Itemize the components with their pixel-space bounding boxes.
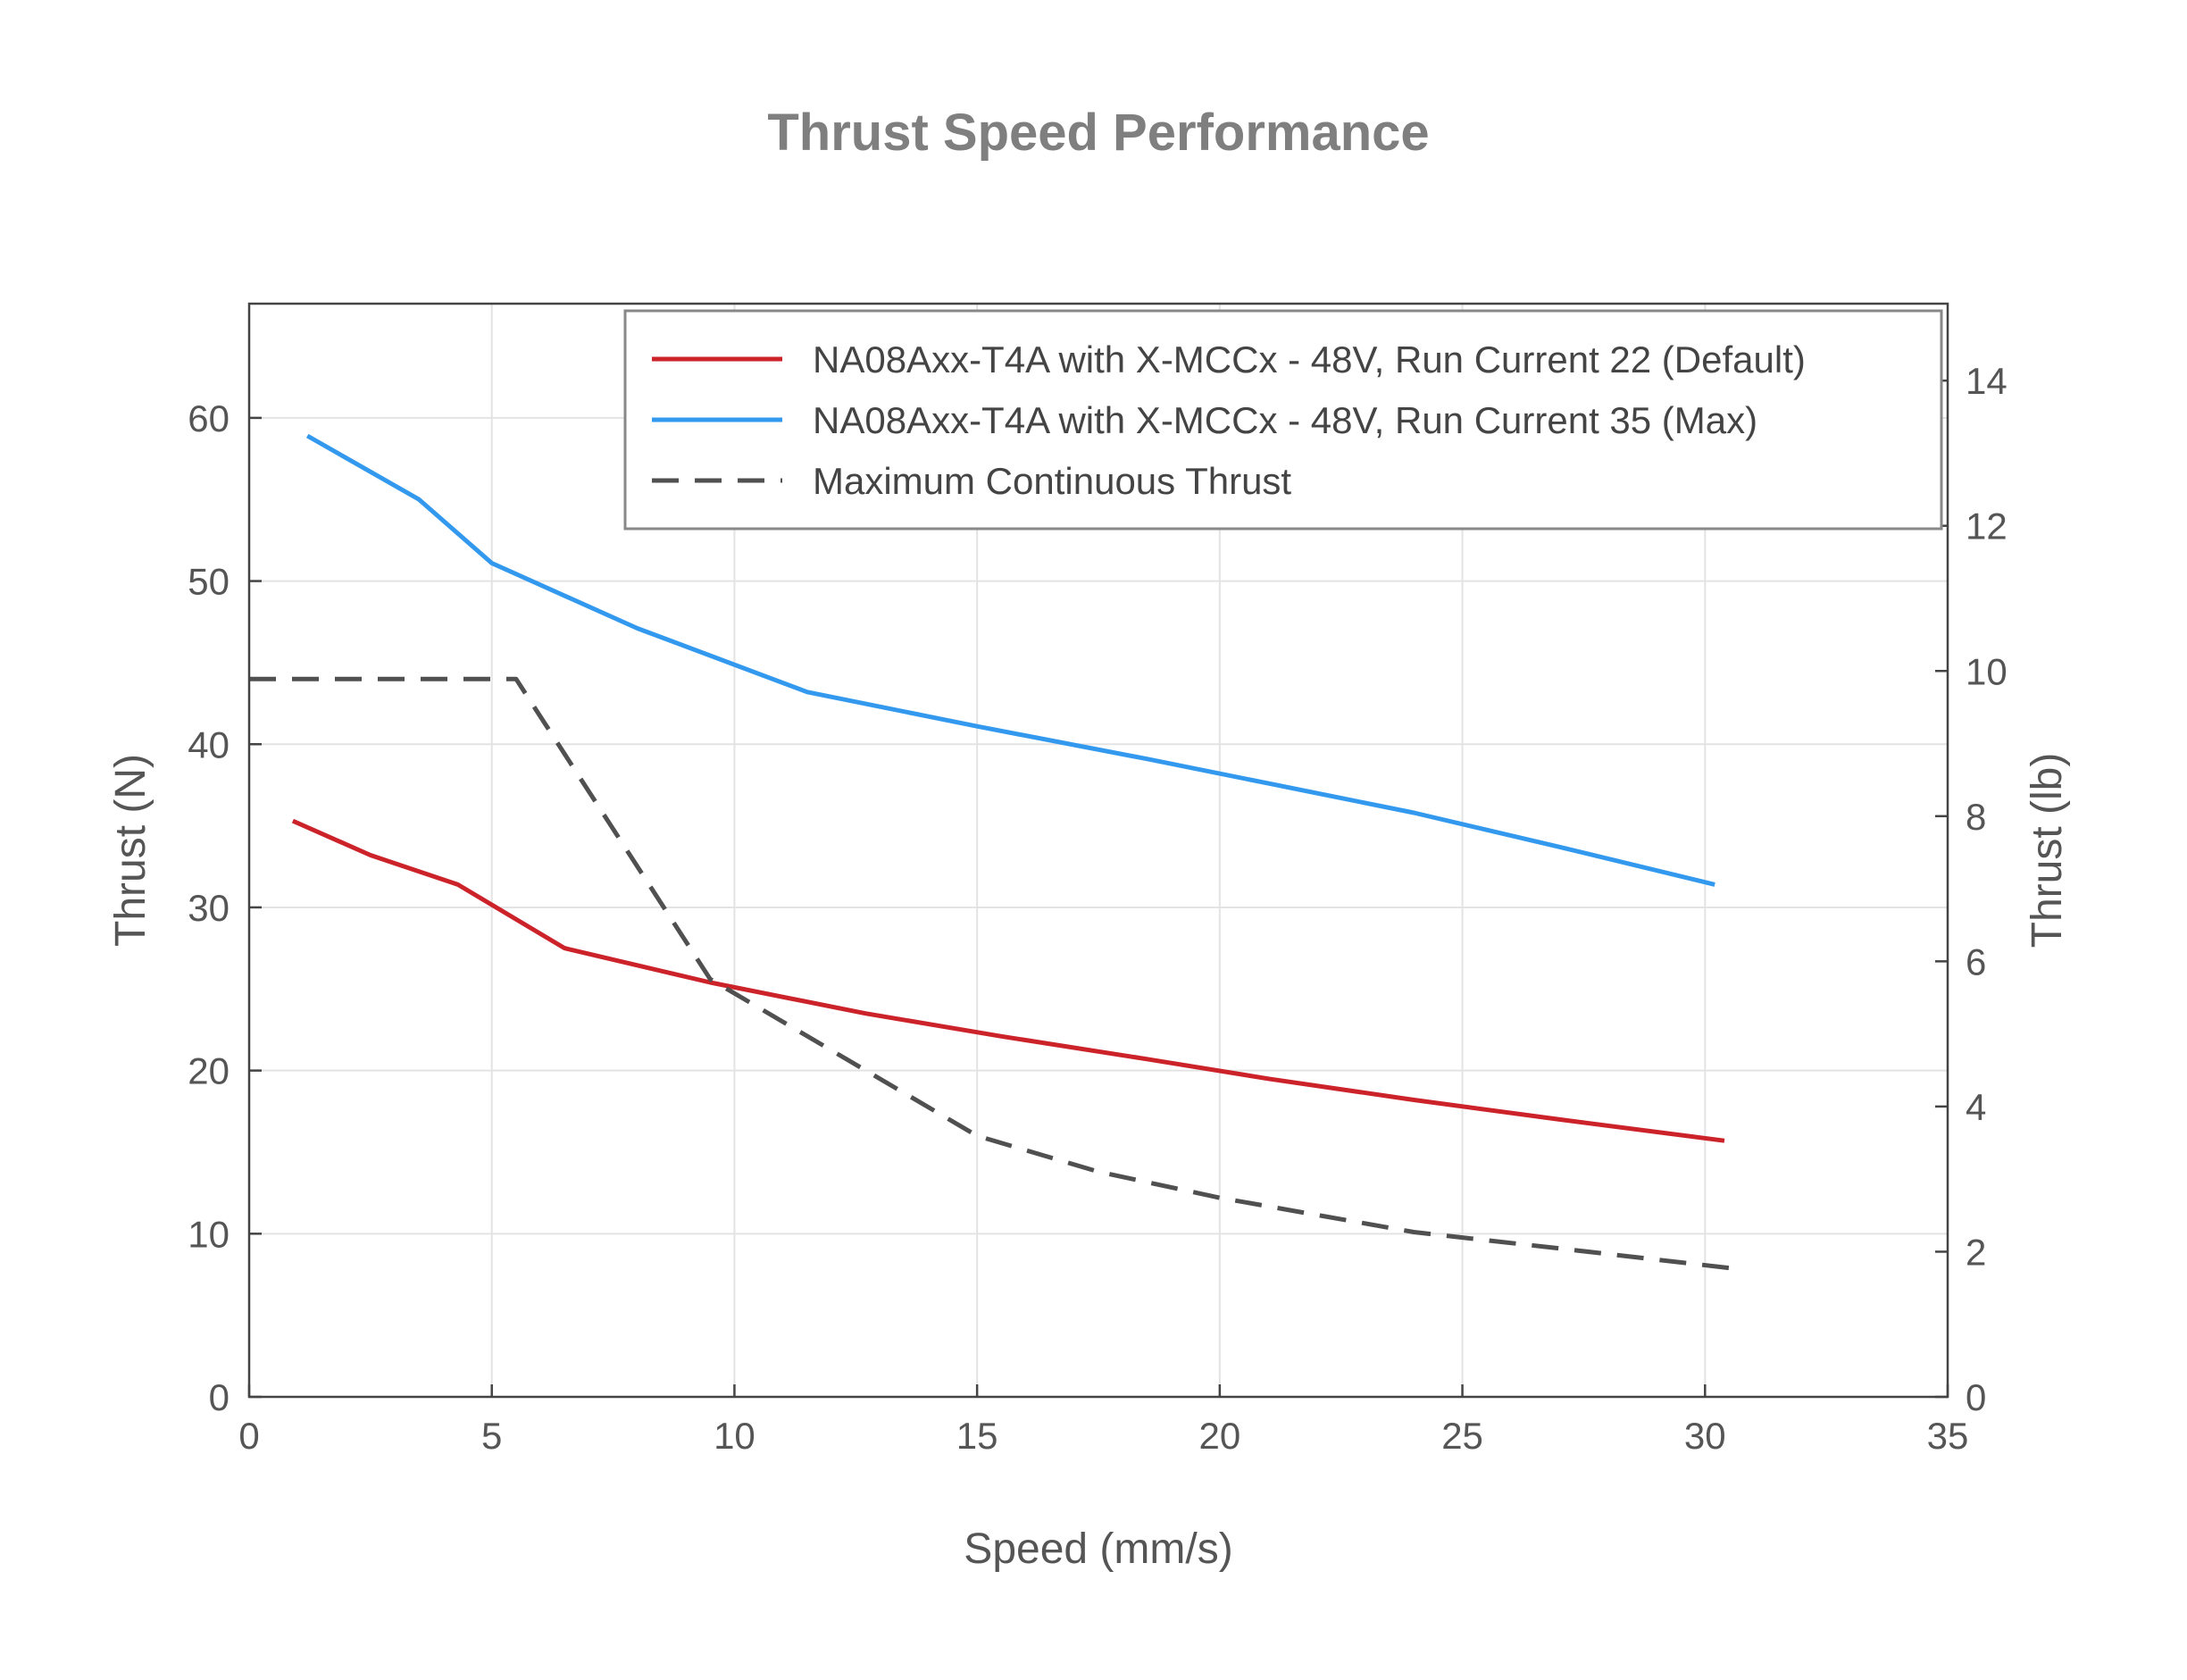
x-tick-label: 15 bbox=[956, 1415, 998, 1457]
legend-entries: NA08Axx-T4A with X-MCCx - 48V, Run Curre… bbox=[652, 339, 1806, 502]
series-layer bbox=[249, 433, 1730, 1271]
chart-title: Thrust Speed Performance bbox=[767, 104, 1429, 162]
x-tick-label: 30 bbox=[1684, 1415, 1726, 1457]
x-tick-label: 0 bbox=[238, 1415, 259, 1457]
y-tick-label: 40 bbox=[188, 723, 230, 765]
y-tick-label: 10 bbox=[188, 1213, 230, 1255]
y-right-tick-label: 4 bbox=[1966, 1086, 1986, 1128]
x-tick-label: 5 bbox=[481, 1415, 502, 1457]
y-tick-label: 50 bbox=[188, 561, 230, 603]
series-line-max-continuous-thrust bbox=[249, 676, 1730, 1271]
legend-box bbox=[623, 309, 1943, 531]
x-tick-label: 10 bbox=[714, 1415, 755, 1457]
series-line-run-current-35 bbox=[305, 433, 1715, 887]
y-axis-label-right: Thrust (lb) bbox=[2024, 753, 2071, 949]
legend-label: NA08Axx-T4A with X-MCCx - 48V, Run Curre… bbox=[813, 339, 1806, 380]
x-tick-label: 25 bbox=[1441, 1415, 1483, 1457]
y-right-tick-label: 2 bbox=[1966, 1231, 1986, 1273]
y-right-tick-label: 8 bbox=[1966, 796, 1986, 838]
y-tick-label: 60 bbox=[188, 397, 230, 439]
x-tick-label: 35 bbox=[1927, 1415, 1969, 1457]
legend-label: Maximum Continuous Thrust bbox=[813, 460, 1291, 502]
y-right-tick-label: 6 bbox=[1966, 940, 1986, 982]
x-axis-label: Speed (mm/s) bbox=[964, 1525, 1232, 1573]
y-right-tick-label: 14 bbox=[1966, 360, 2008, 402]
legend: NA08Axx-T4A with X-MCCx - 48V, Run Curre… bbox=[623, 309, 1943, 531]
legend-label: NA08Axx-T4A with X-MCCx - 48V, Run Curre… bbox=[813, 399, 1757, 441]
y-tick-label: 20 bbox=[188, 1050, 230, 1092]
y-tick-label: 0 bbox=[209, 1376, 230, 1418]
y-right-tick-label: 0 bbox=[1966, 1376, 1986, 1418]
x-tick-label: 20 bbox=[1198, 1415, 1240, 1457]
y-right-tick-label: 10 bbox=[1966, 650, 2008, 692]
y-right-tick-label: 12 bbox=[1966, 506, 2008, 547]
y-axis-label-left: Thrust (N) bbox=[107, 754, 154, 947]
series-line-run-current-22 bbox=[291, 818, 1725, 1143]
plot-frame bbox=[247, 302, 1949, 1399]
y-tick-label: 30 bbox=[188, 887, 230, 929]
